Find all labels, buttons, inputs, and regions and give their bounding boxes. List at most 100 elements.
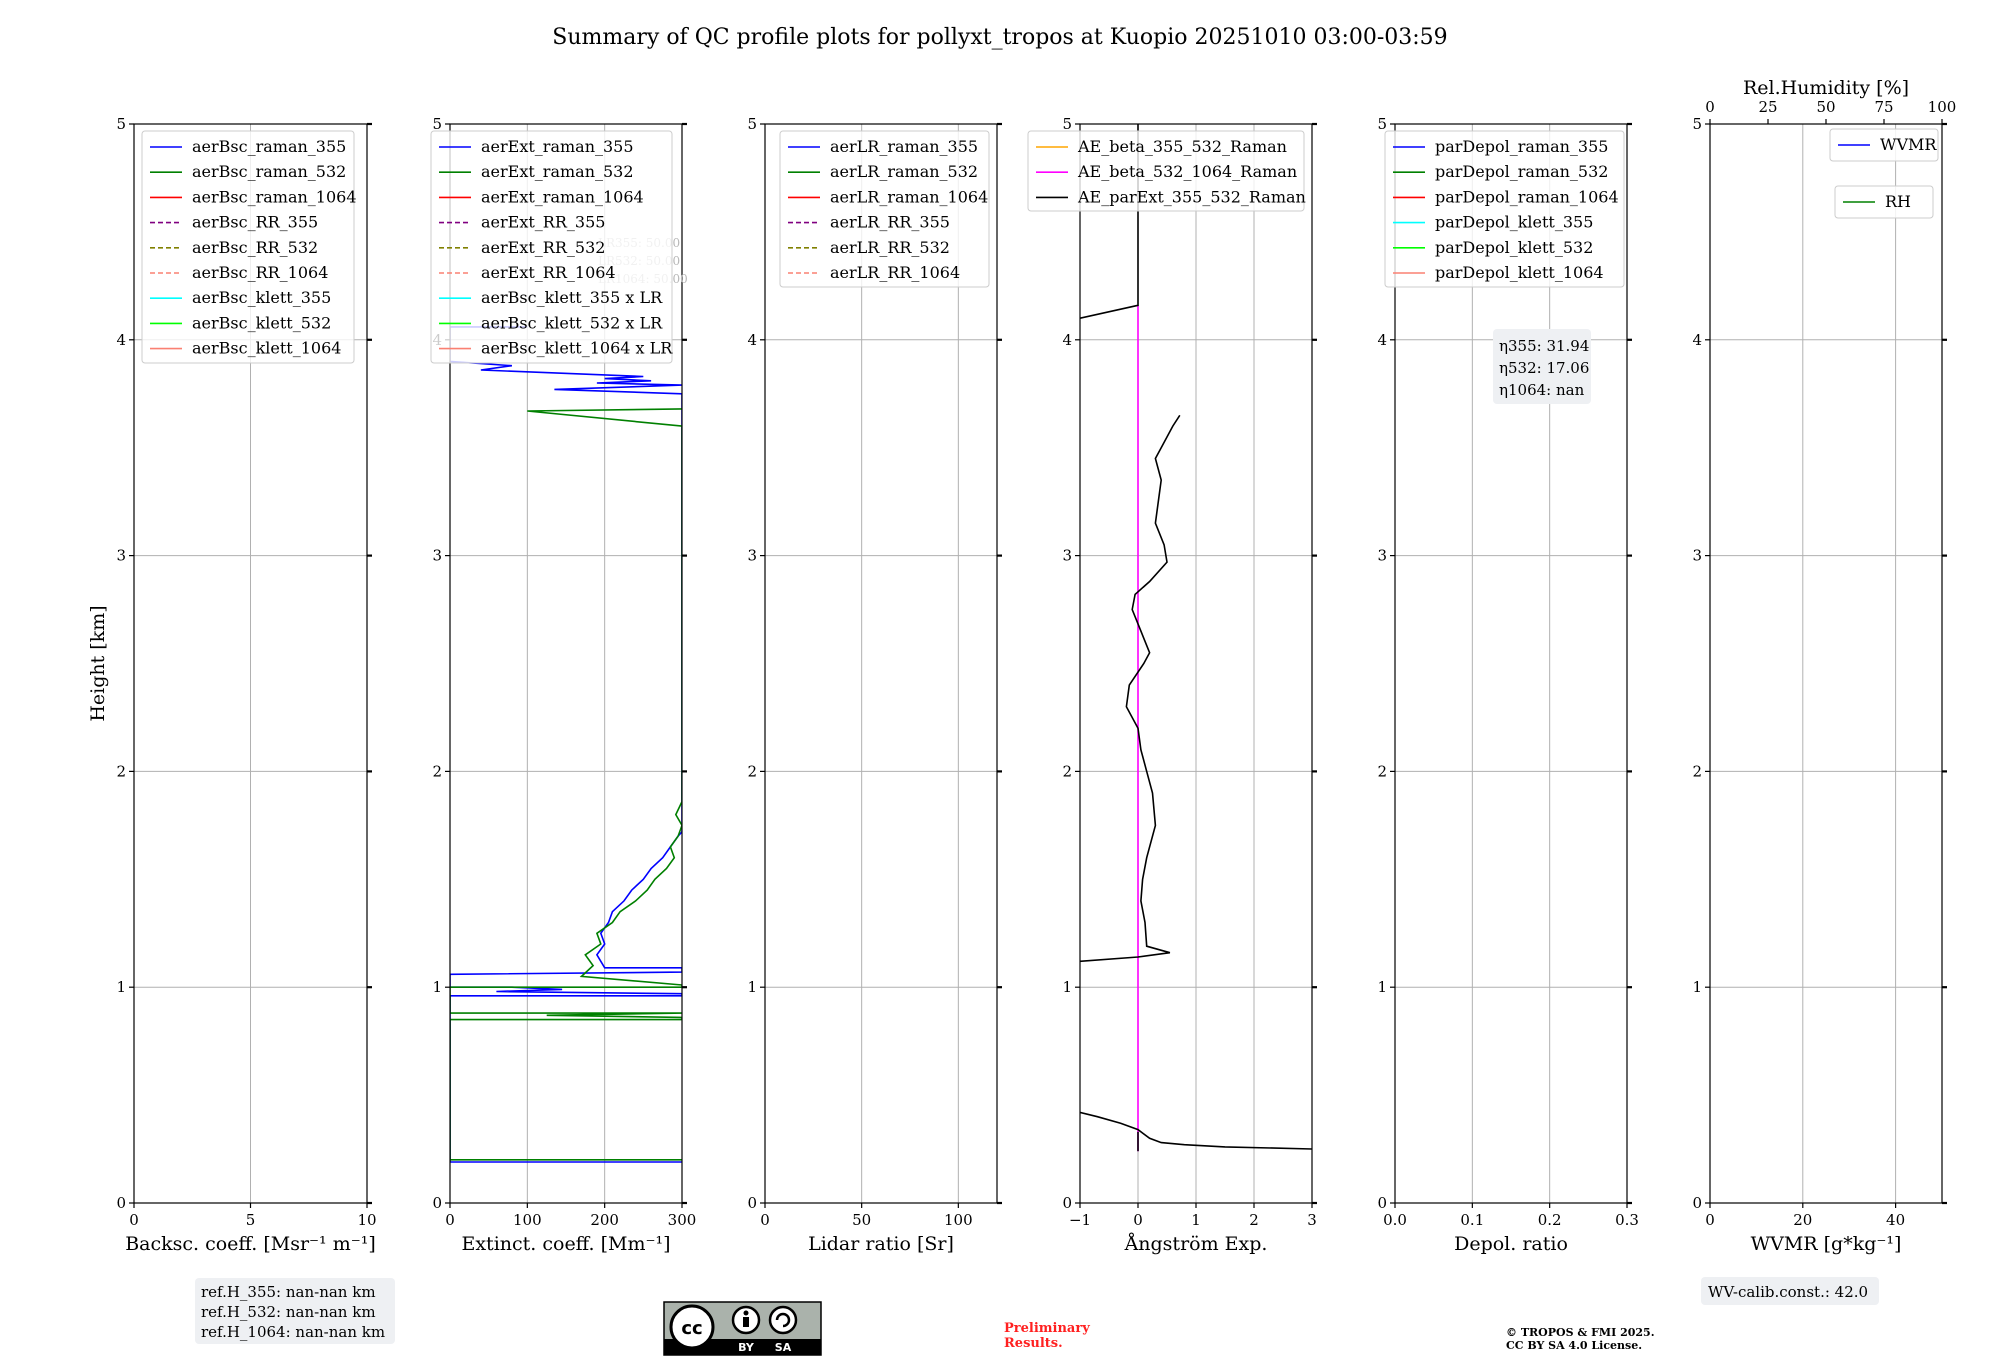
legend-label: aerLR_RR_532 — [830, 238, 950, 257]
legend-label: aerBsc_raman_532 — [192, 162, 346, 181]
figure-title: Summary of QC profile plots for pollyxt_… — [552, 25, 1447, 50]
y-tick-label: 5 — [432, 115, 442, 133]
legend-label: aerExt_raman_355 — [481, 137, 634, 156]
top-tick-label: 50 — [1816, 98, 1835, 116]
x-tick-label: 50 — [852, 1211, 871, 1229]
copyright-line-1: © TROPOS & FMI 2025. — [1506, 1326, 1655, 1339]
legend-label: aerBsc_klett_355 x LR — [481, 288, 663, 307]
legend-label: aerBsc_klett_355 — [192, 288, 331, 307]
top-axis-label: Rel.Humidity [%] — [1743, 77, 1909, 99]
legend-label: aerExt_RR_1064 — [481, 263, 616, 282]
legend-label: parDepol_raman_1064 — [1435, 187, 1619, 206]
y-tick-label: 0 — [116, 1194, 126, 1212]
legend-label: parDepol_klett_1064 — [1435, 263, 1604, 282]
y-tick-label: 4 — [747, 331, 757, 349]
x-tick-label: 200 — [590, 1211, 619, 1229]
legend-label: aerExt_raman_1064 — [481, 187, 644, 206]
x-tick-label: 40 — [1886, 1211, 1905, 1229]
y-tick-label: 1 — [116, 978, 126, 996]
legend-label: parDepol_klett_532 — [1435, 238, 1593, 257]
y-tick-label: 1 — [1692, 978, 1702, 996]
y-tick-label: 1 — [1377, 978, 1387, 996]
y-tick-label: 5 — [116, 115, 126, 133]
x-tick-label: 5 — [246, 1211, 256, 1229]
svg-text:BY: BY — [738, 1341, 755, 1354]
legend: aerExt_raman_355 aerExt_raman_532 aerExt_r… — [430, 130, 673, 364]
y-tick-label: 0 — [432, 1194, 442, 1212]
ref-h-1064: ref.H_1064: nan-nan km — [201, 1323, 385, 1341]
x-tick-label: 2 — [1249, 1211, 1259, 1229]
legend-label: aerBsc_RR_532 — [192, 238, 318, 257]
x-axis-label: Backsc. coeff. [Msr⁻¹ m⁻¹] — [125, 1233, 376, 1255]
legend-label: WVMR — [1880, 135, 1937, 154]
y-tick-label: 3 — [1062, 547, 1072, 565]
panel-depol: 0 1 2 3 4 5 0.0 0.1 0.2 0.3 Depol. ratio parDepol_r… — [1377, 115, 1638, 1255]
eta-label: η355: 31.94 — [1499, 337, 1589, 355]
y-tick-label: 2 — [1062, 762, 1072, 780]
y-tick-label: 5 — [747, 115, 757, 133]
legend-label: aerLR_RR_1064 — [830, 263, 960, 282]
legend-label: aerBsc_raman_1064 — [192, 187, 357, 206]
sa-icon — [768, 1305, 798, 1335]
legend-label: aerLR_raman_355 — [830, 137, 978, 156]
legend: AE_beta_355_532_Raman AE_beta_532_1064_Ra… — [1027, 130, 1306, 212]
y-tick-label: 5 — [1377, 115, 1387, 133]
legend: aerBsc_raman_355 aerBsc_raman_532 aerBsc_r… — [141, 130, 357, 364]
legend-label: aerLR_raman_1064 — [830, 187, 988, 206]
x-tick-label: 0 — [1133, 1211, 1143, 1229]
ref-h-532: ref.H_532: nan-nan km — [201, 1303, 376, 1321]
ref-h-355: ref.H_355: nan-nan km — [201, 1283, 376, 1301]
y-tick-label: 2 — [432, 762, 442, 780]
x-tick-label: 0 — [760, 1211, 770, 1229]
x-axis-label: Depol. ratio — [1454, 1233, 1568, 1255]
y-tick-label: 4 — [1377, 331, 1387, 349]
legend-label: aerBsc_klett_532 x LR — [481, 313, 663, 332]
cc-license-badge: cc BY SA — [663, 1301, 822, 1356]
y-tick-label: 0 — [1692, 1194, 1702, 1212]
x-tick-label: 0.2 — [1538, 1211, 1562, 1229]
y-tick-label: 4 — [1692, 331, 1702, 349]
plot-frame — [1394, 123, 1628, 1204]
y-tick-label: 0 — [747, 1194, 757, 1212]
legend: aerLR_raman_355 aerLR_raman_532 aerLR_rama… — [779, 130, 990, 288]
x-tick-label: 0.3 — [1615, 1211, 1639, 1229]
legend: parDepol_raman_355 parDepol_raman_532 parD… — [1384, 130, 1625, 288]
x-tick-label: 0.1 — [1460, 1211, 1484, 1229]
eta-label: η1064: nan — [1499, 381, 1585, 399]
wv-calib-box: WV-calib.const.: 42.0 — [1701, 1277, 1879, 1305]
x-tick-label: 100 — [944, 1211, 973, 1229]
legend-label: RH — [1885, 192, 1911, 211]
legend-label: aerExt_RR_355 — [481, 213, 605, 232]
top-tick-label: 100 — [1928, 98, 1957, 116]
y-tick-label: 3 — [1377, 547, 1387, 565]
series-line-aerExt_raman_355 — [450, 326, 682, 1163]
y-tick-label: 4 — [1062, 331, 1072, 349]
y-tick-label: 2 — [1692, 762, 1702, 780]
y-tick-label: 3 — [747, 547, 757, 565]
legend-label: aerBsc_raman_355 — [192, 137, 346, 156]
x-axis-label: Lidar ratio [Sr] — [808, 1233, 954, 1255]
x-tick-label: 300 — [668, 1211, 697, 1229]
series-line-AE_parExt_355_532_Raman_c — [1080, 414, 1181, 963]
y-tick-label: 0 — [1377, 1194, 1387, 1212]
x-axis-label: WVMR [g*kg⁻¹] — [1751, 1233, 1902, 1255]
legend-label: aerBsc_klett_532 — [192, 313, 331, 332]
panel-backscatter: 0 1 2 3 4 5 0 5 10 Backsc. coeff. [Msr⁻¹ m⁻¹] Heig… — [87, 115, 377, 1255]
x-tick-label: 0 — [1705, 1211, 1715, 1229]
y-tick-label: 4 — [116, 331, 126, 349]
legend: WVMR RH — [1829, 128, 1939, 219]
x-tick-label: −1 — [1069, 1211, 1091, 1229]
y-tick-label: 2 — [747, 762, 757, 780]
y-tick-label: 5 — [1062, 115, 1072, 133]
legend-label: parDepol_klett_355 — [1435, 213, 1593, 232]
x-axis-label: Ångström Exp. — [1124, 1233, 1268, 1255]
legend-label: aerExt_RR_532 — [481, 238, 605, 257]
copyright-line-2: CC BY SA 4.0 License. — [1506, 1339, 1642, 1352]
series-line-AE_parExt_355_532_Raman — [1080, 1111, 1312, 1150]
legend-label: parDepol_raman_355 — [1435, 137, 1608, 156]
y-tick-label: 2 — [1377, 762, 1387, 780]
y-tick-label: 1 — [432, 978, 442, 996]
